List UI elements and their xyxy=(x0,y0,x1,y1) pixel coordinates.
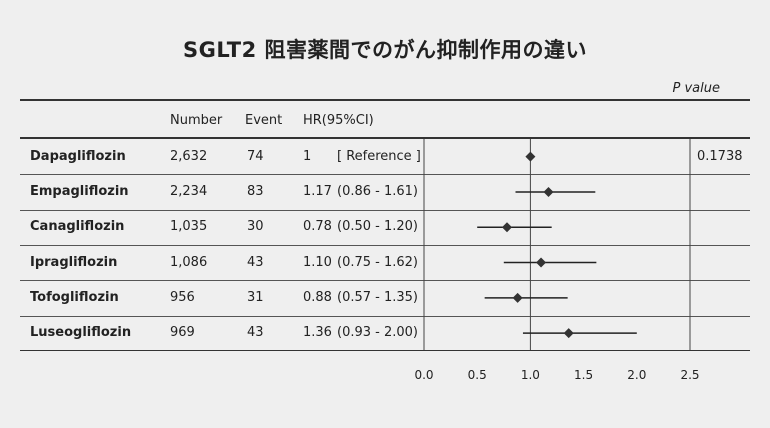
row-event: 43 xyxy=(247,254,264,270)
x-tick-label: 0.0 xyxy=(414,368,434,382)
row-hr: 1.10 xyxy=(303,254,332,270)
hr-point xyxy=(525,151,536,162)
top-rule xyxy=(20,99,750,101)
x-tick-label: 0.5 xyxy=(467,368,487,382)
hr-point xyxy=(501,222,512,233)
row-ci: (0.57 - 1.35) xyxy=(337,289,418,305)
drug-name: Dapagliflozin xyxy=(30,148,126,164)
row-p-value: 0.1738 xyxy=(697,148,743,164)
x-tick-label: 1.5 xyxy=(574,368,594,382)
row-event: 31 xyxy=(247,289,264,305)
x-tick-label: 2.5 xyxy=(680,368,700,382)
hr-point xyxy=(543,186,554,197)
drug-name: Tofogliflozin xyxy=(30,289,119,305)
row-hr: 1 xyxy=(303,148,312,164)
drug-name: Ipragliflozin xyxy=(30,254,118,270)
chart-title: SGLT2 阻害薬間でのがん抑制作用の違い xyxy=(182,38,587,62)
row-number: 1,035 xyxy=(170,219,208,235)
row-hr: 1.17 xyxy=(303,183,332,199)
bottom-rule xyxy=(20,350,750,351)
header-event: Event xyxy=(245,113,283,128)
row-ci: (0.50 - 1.20) xyxy=(337,219,418,235)
row-number: 2,632 xyxy=(170,148,208,164)
row-event: 30 xyxy=(247,219,264,235)
row-divider xyxy=(20,315,750,317)
row-divider xyxy=(20,280,750,282)
x-tick-label: 1.0 xyxy=(520,368,540,382)
drug-name: Empagliflozin xyxy=(30,183,129,199)
row-ci: (0.75 - 1.62) xyxy=(337,254,418,270)
row-number: 1,086 xyxy=(170,254,208,270)
row-hr: 0.78 xyxy=(303,219,332,235)
row-hr: 1.36 xyxy=(303,325,332,341)
header-number: Number xyxy=(170,113,223,128)
row-ci: (0.93 - 2.00) xyxy=(337,325,418,341)
p-value-header: P value xyxy=(672,81,720,96)
hr-point xyxy=(536,257,547,268)
hr-point xyxy=(512,292,523,303)
header-hr: HR(95%CI) xyxy=(303,113,374,128)
hr-point xyxy=(563,328,574,339)
row-divider xyxy=(20,244,750,246)
row-number: 956 xyxy=(170,289,195,305)
drug-name: Luseogliflozin xyxy=(30,325,132,341)
row-divider xyxy=(20,174,750,176)
row-ci: (0.86 - 1.61) xyxy=(337,183,418,199)
header-rule xyxy=(20,137,750,139)
row-number: 969 xyxy=(170,325,195,341)
row-event: 83 xyxy=(247,183,264,199)
drug-name: Canagliflozin xyxy=(30,219,125,235)
row-event: 43 xyxy=(247,325,264,341)
row-ci: [ Reference ] xyxy=(337,148,421,164)
row-event: 74 xyxy=(247,148,264,164)
row-divider xyxy=(20,209,750,211)
row-hr: 0.88 xyxy=(303,289,332,305)
row-number: 2,234 xyxy=(170,183,208,199)
x-tick-label: 2.0 xyxy=(627,368,647,382)
